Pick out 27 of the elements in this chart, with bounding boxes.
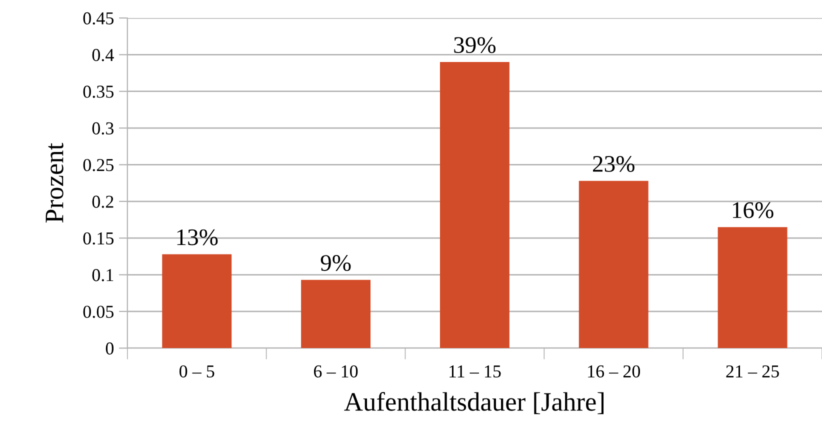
y-tick-label: 0.25: [83, 158, 114, 172]
y-tick-label: 0.45: [83, 12, 114, 25]
bar: [162, 254, 232, 348]
x-axis-title: Aufenthaltsdauer [Jahre]: [344, 392, 604, 414]
y-tick-label: 0.05: [83, 306, 114, 318]
bar: [301, 280, 371, 348]
x-tick-label: 0 – 5: [180, 365, 214, 378]
y-tick-label: 0.35: [83, 86, 114, 98]
data-label: 9%: [320, 255, 351, 272]
y-axis-title: Prozent: [46, 142, 64, 223]
y-tick-label: 0: [106, 342, 114, 355]
data-label: 13%: [177, 229, 218, 246]
x-tick-label: 21 – 25: [726, 365, 779, 378]
bar: [440, 62, 510, 348]
bar: [578, 180, 648, 348]
data-label: 23%: [593, 156, 634, 172]
x-tick-label: 16 – 20: [588, 365, 640, 378]
data-label: 39%: [454, 37, 496, 54]
y-tick-label: 0.1: [92, 269, 114, 282]
data-label: 16%: [732, 202, 774, 218]
x-tick-label: 6 – 10: [314, 365, 358, 378]
bar: [718, 227, 788, 348]
x-tick-label: 11 – 15: [450, 365, 501, 378]
y-tick-label: 0.3: [92, 122, 114, 135]
y-tick-label: 0.2: [92, 196, 114, 208]
y-tick-label: 0.4: [92, 48, 114, 62]
y-tick-label: 0.15: [83, 232, 114, 245]
